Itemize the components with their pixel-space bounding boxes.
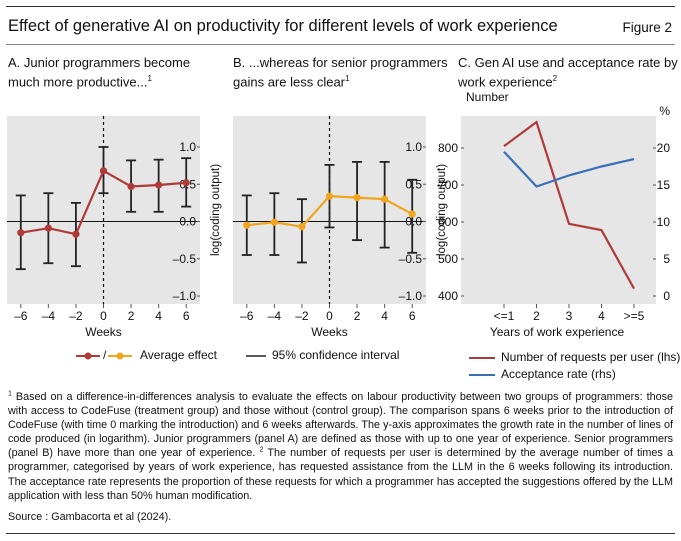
- panel-a-average-effect-point: [99, 167, 108, 175]
- panel-c-left-axis-unit: Number: [466, 90, 509, 104]
- legend-average-effect: Average effect: [140, 348, 217, 362]
- panel-c-left-tick-label: 600: [438, 215, 458, 229]
- panel-a-x-tick-label: 4: [155, 309, 162, 323]
- panel-c-left-tick-label: 400: [438, 289, 458, 303]
- panel-b-average-effect-point: [270, 218, 278, 226]
- panel-b-x-tick-label: 6: [409, 309, 416, 323]
- panel-c-right-axis-unit: %: [659, 104, 670, 118]
- panel-b-x-tick-label: –2: [295, 309, 309, 323]
- panel-a-plot-area: [7, 116, 200, 304]
- panel-a-title: A. Junior programmers become much more p…: [8, 55, 190, 90]
- panel-c-footnote-ref: 2: [552, 74, 558, 83]
- panel-a-x-tick-label: –2: [69, 309, 83, 323]
- panel-a-y-tick-label: 0.0: [179, 215, 196, 229]
- panel-a-average-effect-point: [127, 182, 135, 191]
- panel-c-right-tick-label: 10: [657, 215, 671, 229]
- panel-c-right-tick-label: 15: [657, 178, 671, 192]
- footnote-2-text: The number of requests per user is deter…: [8, 447, 674, 502]
- panel-c-x-tick-label: >=5: [624, 309, 645, 323]
- panel-a-y-tick-label: –0.5: [173, 252, 197, 266]
- panel-a-x-tick-label: 0: [100, 309, 107, 323]
- footnote-1-text: Based on a difference-in-differences ana…: [8, 391, 673, 460]
- panel-b-footnote-ref: 1: [345, 74, 350, 83]
- panel-b-y-tick-label: 0.5: [405, 177, 422, 191]
- panel-c-title-line1: C. Gen AI use and acceptance rate by: [458, 55, 678, 70]
- ci-legend-symbol: [246, 355, 266, 357]
- bottom-rule: [6, 533, 675, 534]
- panel-c-x-tick-label: 2: [533, 309, 540, 323]
- panel-b-average-effect-point: [353, 194, 361, 202]
- footnote-1-marker: 1: [8, 390, 12, 398]
- panel-c-legend-symbols: [469, 357, 495, 376]
- average-effect-legend-symbol: [76, 352, 132, 360]
- panel-b-x-tick-label: 4: [381, 309, 388, 323]
- panel-c-requests-line: [503, 120, 635, 290]
- panel-b-average-effect-point: [381, 195, 389, 203]
- panel-c-title: C. Gen AI use and acceptance rate by wor…: [458, 55, 678, 90]
- legend-requests: Number of requests per user (lhs): [501, 350, 681, 364]
- panel-a-y-tick-label: –1.0: [173, 289, 197, 303]
- legend-orange-marker: [116, 352, 124, 360]
- legend-red-marker: [84, 352, 92, 360]
- panel-c-x-tick-label: 3: [566, 309, 573, 323]
- title-rule: [6, 44, 675, 45]
- panel-a-average-effect-point: [72, 230, 80, 238]
- legend-ci: 95% confidence interval: [272, 348, 400, 362]
- panel-b-y-tick-label: 1.0: [405, 140, 422, 154]
- panel-a-title-line2: much more productive...: [8, 74, 148, 90]
- panel-a-x-tick-label: 6: [183, 309, 190, 323]
- panel-a-average-effect-point: [182, 179, 190, 187]
- panel-b-x-tick-label: –6: [240, 309, 254, 323]
- panel-b-x-tick-label: 0: [326, 309, 333, 323]
- legend-slash: /: [103, 348, 107, 362]
- panel-a-x-tick-label: –4: [42, 309, 56, 323]
- panel-c-acceptance-line: [503, 150, 635, 188]
- panel-b-title: B. ...whereas for senior programmers gai…: [233, 55, 448, 90]
- panel-a-x-tick-label: –6: [14, 309, 28, 323]
- figure-title: Effect of generative AI on productivity …: [8, 17, 558, 35]
- footnote-2-marker: 2: [259, 446, 264, 454]
- legend-acceptance: Acceptance rate (rhs): [501, 367, 616, 381]
- panel-c-x-axis-label: Years of work experience: [490, 325, 625, 339]
- top-rule: [6, 6, 675, 7]
- panel-b-average-effect-point: [325, 192, 334, 200]
- panel-a-average-effect-point: [17, 229, 25, 237]
- panel-c-right-tick-label: 5: [663, 252, 670, 266]
- panel-a-y-tick-label: 1.0: [179, 140, 196, 154]
- panel-c-left-tick-label: 800: [438, 141, 458, 155]
- panel-c-left-tick-label: 700: [438, 178, 458, 192]
- panel-b-y-tick-label: –0.5: [399, 252, 423, 266]
- panel-b-title-line1: B. ...whereas for senior programmers: [233, 55, 448, 70]
- panel-b-average-effect-point: [408, 210, 416, 218]
- panel-b-title-line2: gains are less clear: [233, 74, 345, 90]
- panel-c-right-tick-label: 20: [657, 141, 671, 155]
- panel-c-left-tick-label: 500: [438, 252, 458, 266]
- panel-a-average-effect-point: [44, 224, 52, 232]
- panel-b-x-tick-label: –4: [268, 309, 282, 323]
- panel-a-footnote-ref: 1: [147, 74, 152, 83]
- panel-c-x-tick-label: 4: [598, 309, 605, 323]
- panel-b-x-tick-label: 2: [354, 309, 361, 323]
- panel-a-average-effect-point: [155, 181, 163, 189]
- panel-c-right-tick-label: 0: [663, 289, 670, 303]
- panel-b-y-tick-label: 0.0: [405, 215, 422, 229]
- panel-b-y-axis-label: log(coding output): [436, 164, 448, 256]
- panel-c-plot-area: [461, 116, 656, 304]
- figure-label: Figure 2: [622, 20, 672, 35]
- panel-c-x-tick-label: <=1: [494, 309, 515, 323]
- footnotes: 1 Based on a difference-in-differences a…: [8, 390, 673, 503]
- panel-a-y-axis-label: log(coding output): [210, 164, 222, 256]
- panel-a-x-axis-label: Weeks: [85, 325, 121, 339]
- panel-b-average-effect-point: [243, 221, 251, 229]
- panel-b-y-tick-label: –1.0: [399, 289, 423, 303]
- panel-c-title-line2: work experience: [458, 74, 553, 90]
- source: Source : Gambacorta et al (2024).: [8, 511, 172, 523]
- panel-b-average-effect-point: [298, 223, 306, 231]
- panel-a-title-line1: A. Junior programmers become: [8, 55, 191, 70]
- panel-b-x-axis-label: Weeks: [311, 325, 347, 339]
- panel-a-x-tick-label: 2: [128, 309, 135, 323]
